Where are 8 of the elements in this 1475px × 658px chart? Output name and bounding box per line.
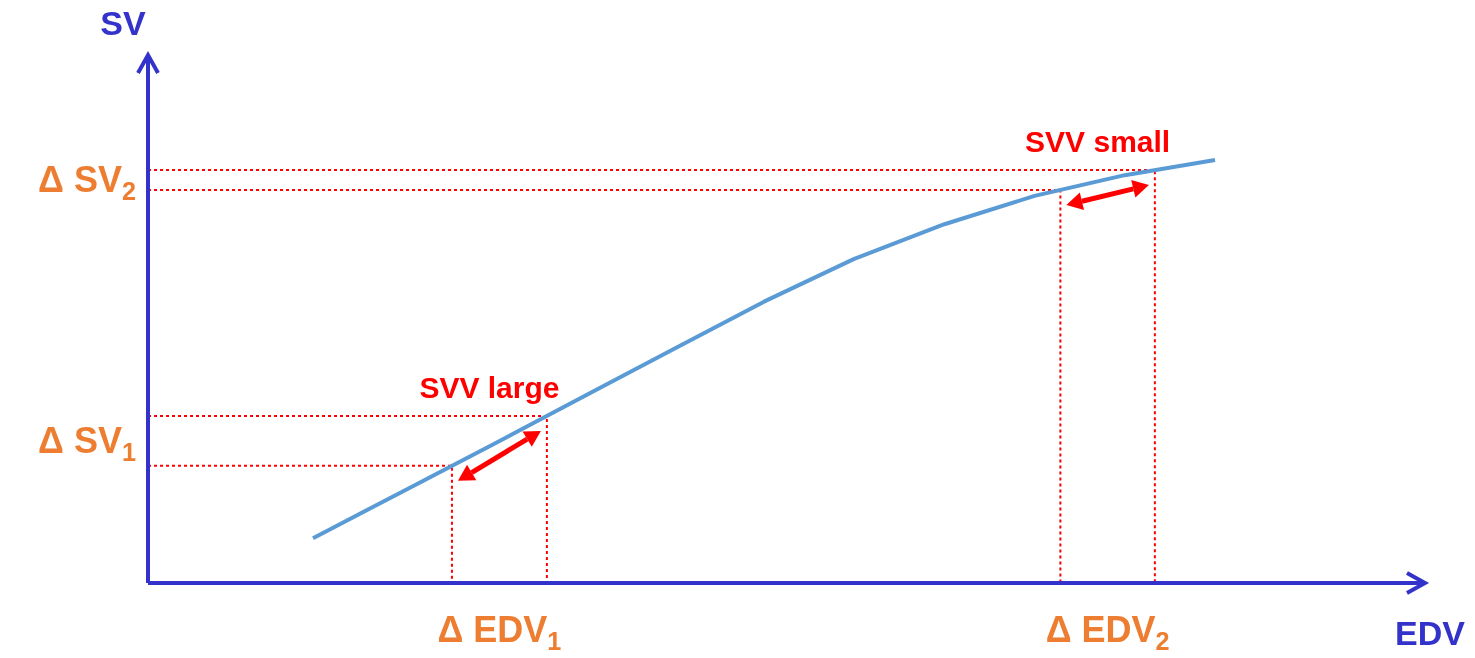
- annotation: SVV large: [419, 370, 560, 404]
- text: Δ EDV$_{1}$: [437, 609, 562, 655]
- text: Δ SV$_{1}$: [38, 419, 136, 466]
- text: SVV small: [1025, 125, 1171, 159]
- text: Δ EDV$_{2}$: [1045, 609, 1170, 655]
- text: Δ SV$_{2}$: [38, 159, 136, 205]
- y-axis-title: SV: [100, 4, 146, 42]
- x-axis-title: EDV: [1395, 614, 1466, 652]
